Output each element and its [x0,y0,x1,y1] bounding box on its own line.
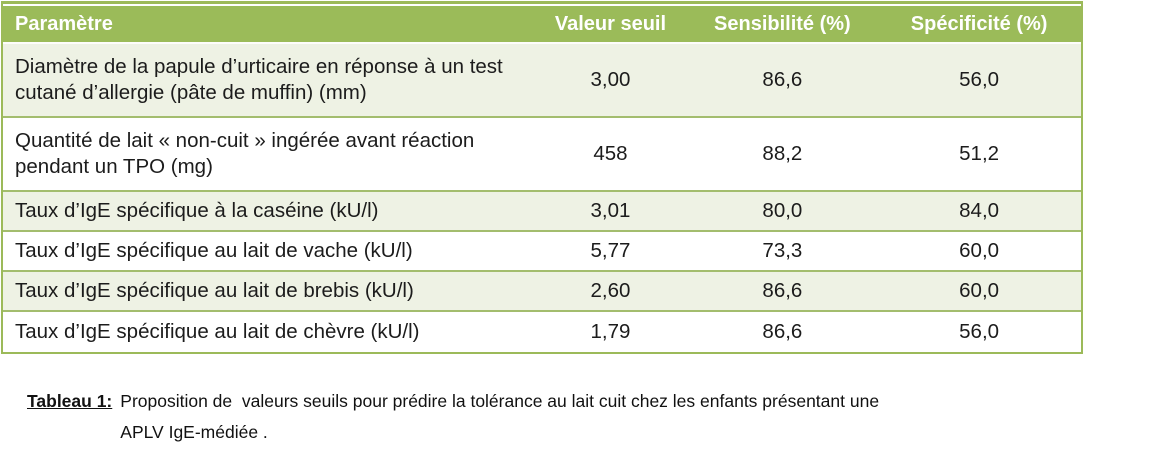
table-row: Quantité de lait « non-cuit » ingérée av… [3,118,1081,192]
caption-line-1: Proposition de valeurs seuils pour prédi… [120,391,880,411]
cell-sensitivity: 73,3 [687,232,878,272]
col-header-parametre: Paramètre [3,4,534,44]
cell-threshold: 3,01 [533,192,688,232]
thresholds-table: Paramètre Valeur seuil Sensibilité (%) S… [1,1,1083,354]
cell-sensitivity: 86,6 [687,44,878,118]
cell-specificity: 56,0 [877,312,1081,352]
caption-line-2: APLV IgE-médiée . [120,422,268,442]
table-row: Taux d’IgE spécifique au lait de vache (… [3,232,1081,272]
col-header-sensibilite: Sensibilité (%) [687,4,878,44]
cell-specificity: 60,0 [877,272,1081,312]
cell-parameter: Diamètre de la papule d’urticaire en rép… [3,44,534,118]
cell-specificity: 51,2 [877,118,1081,192]
col-header-valeur-seuil: Valeur seuil [533,4,688,44]
table-caption: Tableau 1: Proposition de valeurs seuils… [27,386,1157,448]
cell-specificity: 60,0 [877,232,1081,272]
cell-sensitivity: 80,0 [687,192,878,232]
caption-text: Proposition de valeurs seuils pour prédi… [120,386,879,448]
cell-threshold: 5,77 [533,232,688,272]
cell-parameter: Quantité de lait « non-cuit » ingérée av… [3,118,534,192]
cell-parameter: Taux d’IgE spécifique à la caséine (kU/l… [3,192,534,232]
col-header-specificite: Spécificité (%) [877,4,1081,44]
page: Paramètre Valeur seuil Sensibilité (%) S… [1,1,1083,354]
cell-sensitivity: 86,6 [687,272,878,312]
cell-sensitivity: 86,6 [687,312,878,352]
table-row: Taux d’IgE spécifique au lait de chèvre … [3,312,1081,352]
cell-threshold: 3,00 [533,44,688,118]
cell-threshold: 1,79 [533,312,688,352]
cell-parameter: Taux d’IgE spécifique au lait de chèvre … [3,312,534,352]
table-row: Diamètre de la papule d’urticaire en rép… [3,44,1081,118]
cell-threshold: 458 [533,118,688,192]
cell-specificity: 84,0 [877,192,1081,232]
table-row: Taux d’IgE spécifique à la caséine (kU/l… [3,192,1081,232]
table-row: Taux d’IgE spécifique au lait de brebis … [3,272,1081,312]
cell-specificity: 56,0 [877,44,1081,118]
header-row: Paramètre Valeur seuil Sensibilité (%) S… [3,4,1081,44]
cell-sensitivity: 88,2 [687,118,878,192]
cell-parameter: Taux d’IgE spécifique au lait de vache (… [3,232,534,272]
cell-parameter: Taux d’IgE spécifique au lait de brebis … [3,272,534,312]
caption-label: Tableau 1: [27,391,113,411]
cell-threshold: 2,60 [533,272,688,312]
